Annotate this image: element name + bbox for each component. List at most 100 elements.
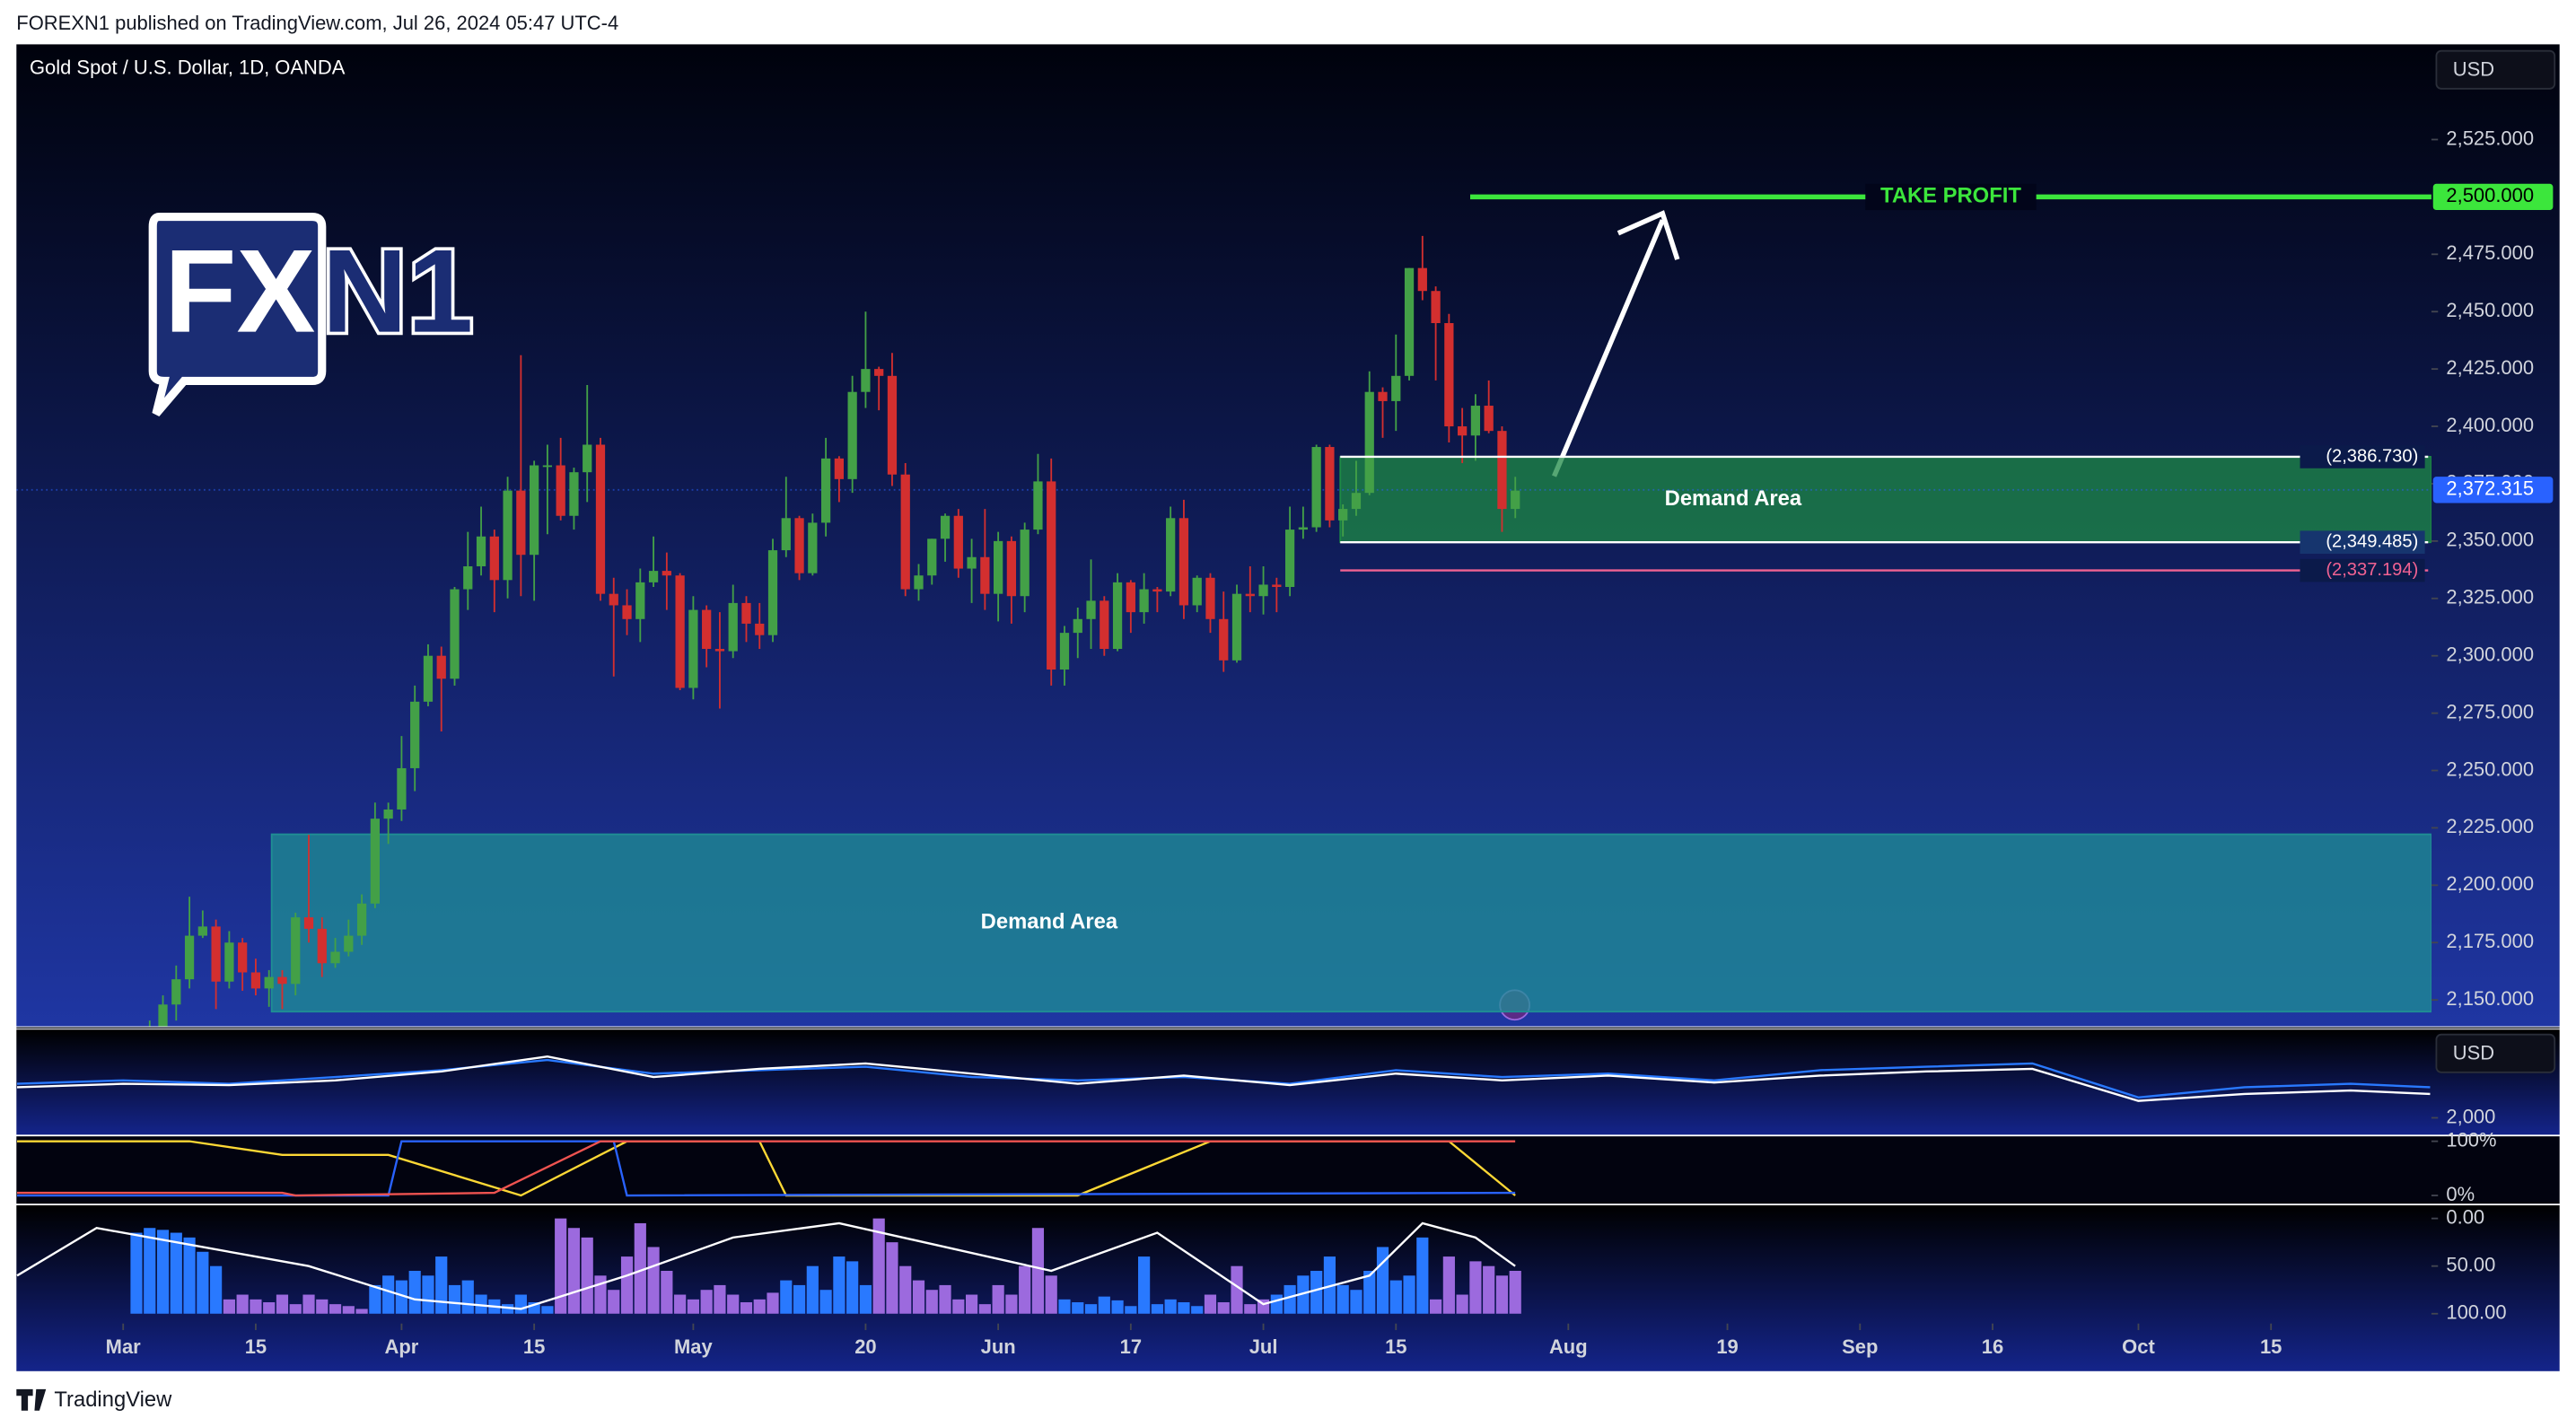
histogram-bar bbox=[197, 1251, 209, 1314]
histogram-bar bbox=[1151, 1304, 1163, 1314]
candle-body bbox=[635, 582, 645, 619]
histogram-bar bbox=[780, 1280, 793, 1314]
candle-body bbox=[1484, 406, 1494, 432]
x-tick-label: 15 bbox=[245, 1335, 267, 1358]
histogram-bar bbox=[793, 1284, 806, 1314]
arrow-head bbox=[1617, 210, 1680, 260]
x-tick-label: Aug bbox=[1549, 1335, 1588, 1358]
currency-button[interactable] bbox=[2435, 1033, 2556, 1073]
logo-bubble bbox=[148, 212, 327, 417]
currency-label[interactable]: USD bbox=[2453, 57, 2494, 80]
candle-body bbox=[197, 926, 207, 936]
currency-button[interactable] bbox=[2435, 49, 2556, 90]
chart-title: Gold Spot / U.S. Dollar, 1D, OANDA bbox=[30, 57, 346, 79]
histogram-bar bbox=[395, 1280, 408, 1314]
last-price-label: 2,372.315 bbox=[2446, 477, 2534, 500]
y-tick-label: 100.00 bbox=[2446, 1301, 2506, 1324]
indicator-line bbox=[16, 1221, 1516, 1310]
histogram-bar bbox=[475, 1294, 487, 1314]
y-tick-label: 2,175.000 bbox=[2446, 930, 2534, 952]
y-tick-label: 2,400.000 bbox=[2446, 414, 2534, 436]
x-tick-label: 20 bbox=[854, 1335, 876, 1358]
candle-body bbox=[900, 474, 910, 590]
histogram-bar bbox=[223, 1299, 235, 1314]
candle-body bbox=[1192, 577, 1202, 606]
candle-body bbox=[648, 571, 659, 582]
target-label: TAKE PROFIT bbox=[1880, 184, 2021, 208]
candle-body bbox=[1033, 481, 1043, 530]
footer-brand: TradingView bbox=[54, 1388, 172, 1412]
candle-body bbox=[1166, 518, 1176, 592]
footer-bar bbox=[0, 1372, 2576, 1427]
candle-body bbox=[344, 935, 354, 952]
histogram-bar bbox=[1031, 1228, 1045, 1314]
candle-body bbox=[569, 472, 579, 516]
candle-body bbox=[1378, 391, 1388, 401]
candle-body bbox=[767, 550, 778, 635]
y-tick-label: 2,200.000 bbox=[2446, 872, 2534, 895]
candle-body bbox=[158, 1004, 168, 1027]
histogram-bar bbox=[581, 1237, 593, 1314]
candle-body bbox=[914, 575, 924, 590]
candle-body bbox=[1511, 490, 1520, 510]
histogram-bar bbox=[369, 1284, 381, 1314]
x-tick-label: May bbox=[674, 1335, 714, 1358]
histogram-bar bbox=[661, 1270, 673, 1314]
histogram-bar bbox=[435, 1256, 448, 1314]
indicator-line bbox=[17, 1140, 1516, 1197]
histogram-bar bbox=[1164, 1299, 1177, 1314]
candle-body bbox=[1351, 493, 1362, 510]
candle-body bbox=[688, 609, 698, 688]
histogram-bar bbox=[753, 1299, 766, 1314]
histogram-bar bbox=[1019, 1265, 1031, 1314]
histogram-bar bbox=[355, 1309, 368, 1314]
histogram-bar bbox=[700, 1290, 713, 1314]
logo-text: N1 bbox=[322, 225, 473, 357]
x-tick-label: Sep bbox=[1842, 1335, 1878, 1358]
candle-body bbox=[595, 444, 606, 594]
candle-body bbox=[370, 819, 380, 904]
histogram-bar bbox=[1416, 1237, 1429, 1314]
histogram-bar bbox=[1098, 1296, 1110, 1314]
y-tick-label: 2,475.000 bbox=[2446, 241, 2534, 264]
candle-body bbox=[1298, 527, 1309, 530]
candle-body bbox=[1417, 267, 1427, 292]
x-tick-label: Jun bbox=[981, 1335, 1016, 1358]
histogram-bar bbox=[329, 1304, 342, 1314]
currency-label[interactable]: USD bbox=[2453, 1041, 2494, 1064]
histogram-bar bbox=[1350, 1290, 1362, 1314]
candle-body bbox=[662, 571, 671, 576]
histogram-bar bbox=[620, 1256, 634, 1314]
candle-body bbox=[1006, 540, 1017, 597]
candle-body bbox=[291, 917, 301, 985]
histogram-bar bbox=[1430, 1299, 1442, 1314]
y-tick-label: 50.00 bbox=[2446, 1253, 2495, 1275]
histogram-bar bbox=[1204, 1294, 1217, 1314]
level-label: (2,349.485) bbox=[2326, 532, 2418, 552]
candle-body bbox=[383, 809, 393, 819]
candle-body bbox=[887, 375, 898, 475]
candle-body bbox=[1444, 323, 1454, 427]
y-tick-label: 0.00 bbox=[2446, 1205, 2484, 1228]
candle-body bbox=[1338, 509, 1348, 521]
target-label-bg bbox=[1865, 183, 2037, 211]
candle-body bbox=[1073, 618, 1082, 634]
x-tick-label: 15 bbox=[2260, 1335, 2282, 1358]
histogram-bar bbox=[1178, 1302, 1190, 1314]
histogram-bar bbox=[767, 1292, 779, 1314]
candle-body bbox=[330, 951, 340, 964]
y-tick-label: 2,450.000 bbox=[2446, 299, 2534, 321]
histogram-bar bbox=[608, 1290, 620, 1314]
histogram-bar bbox=[302, 1294, 315, 1314]
candle-body bbox=[503, 490, 513, 581]
candle-body bbox=[728, 602, 738, 652]
y-tick-label: 2,225.000 bbox=[2446, 815, 2534, 837]
candle-body bbox=[1391, 375, 1401, 401]
candle-body bbox=[1497, 431, 1507, 510]
histogram-bar bbox=[130, 1232, 143, 1314]
x-tick-label: Mar bbox=[106, 1335, 142, 1358]
level-label-bg bbox=[2300, 558, 2425, 582]
publish-header: FOREXN1 published on TradingView.com, Ju… bbox=[16, 12, 618, 34]
histogram-bar bbox=[1323, 1256, 1336, 1314]
